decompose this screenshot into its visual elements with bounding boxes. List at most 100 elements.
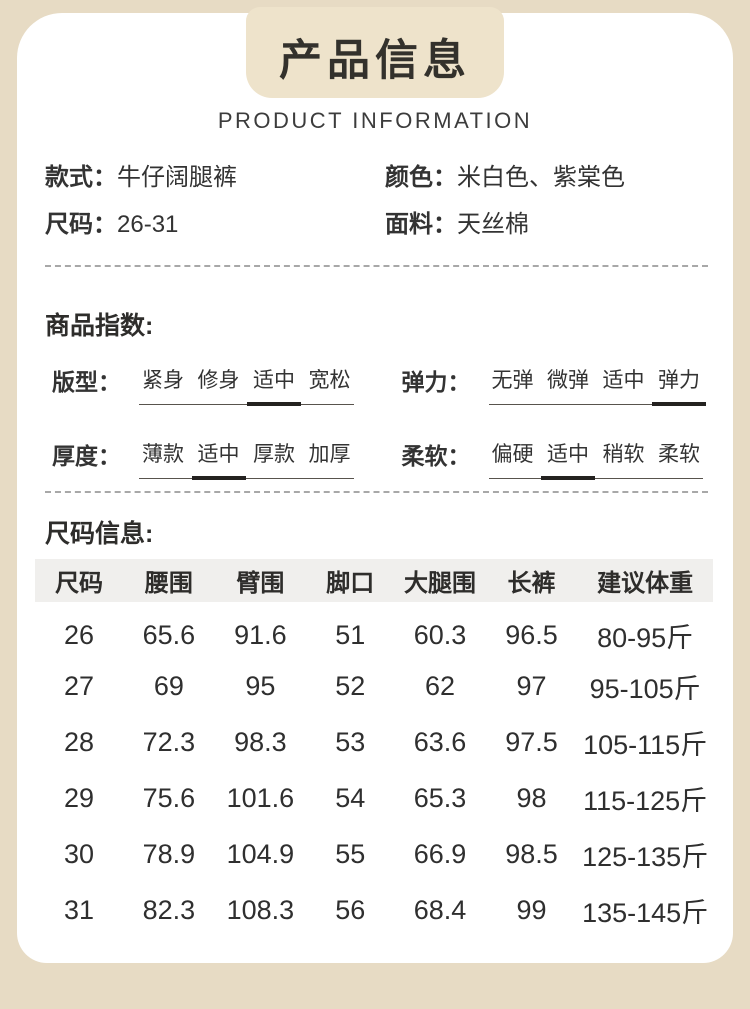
index-group-label: 厚度： (52, 443, 121, 469)
cell: 135-145斤 (582, 897, 709, 928)
index-option: 无弹 (491, 369, 534, 392)
cell: 95 (245, 670, 276, 701)
index-option: 薄款 (142, 443, 184, 466)
detail-style-value: 牛仔阔腿裤 (117, 164, 237, 191)
cell: 27 (64, 670, 95, 701)
cell: 125-135斤 (582, 841, 709, 872)
cell: 82.3 (142, 894, 196, 925)
table-row: 26 65.6 91.6 51 60.3 96.5 80-95斤 (35, 602, 713, 658)
index-group-elasticity: 弹力： 无弹 微弹 适中 弹力 (401, 363, 706, 406)
cell: 95-105斤 (589, 673, 701, 704)
cell: 66.9 (413, 838, 467, 869)
index-section-heading: 商品指数: (45, 312, 154, 340)
cell: 97 (516, 670, 547, 701)
cell: 65.6 (142, 619, 196, 650)
cell: 54 (335, 782, 366, 813)
cell: 60.3 (413, 619, 467, 650)
detail-fabric-label: 面料： (385, 211, 457, 238)
index-group-thickness: 厚度： 薄款 适中 厚款 加厚 (52, 437, 354, 480)
cell: 108.3 (226, 894, 295, 925)
detail-color-label: 颜色： (385, 164, 457, 191)
index-option: 适中 (541, 438, 595, 480)
index-option: 紧身 (142, 369, 184, 392)
cell: 68.4 (413, 894, 467, 925)
dashed-divider (45, 265, 708, 267)
product-details: 款式：牛仔阔腿裤 颜色：米白色、紫棠色 尺码：26-31 面料：天丝棉 (45, 163, 715, 240)
cell: 26 (64, 619, 95, 650)
cell: 28 (64, 726, 95, 757)
cell: 98 (516, 782, 547, 813)
detail-size-label: 尺码： (45, 211, 117, 238)
cell: 69 (153, 670, 184, 701)
col-header: 尺码 (55, 570, 104, 597)
index-option: 适中 (247, 364, 301, 406)
title-banner: 产品信息 (246, 7, 504, 98)
cell: 91.6 (234, 619, 287, 650)
cell: 62 (425, 670, 456, 701)
cell: 104.9 (226, 838, 295, 869)
dashed-divider (45, 491, 708, 493)
cell: 51 (335, 619, 366, 650)
detail-style-label: 款式： (45, 164, 117, 191)
index-options-scale: 薄款 适中 厚款 加厚 (139, 437, 354, 480)
cell: 96.5 (505, 619, 558, 650)
index-option: 弹力 (652, 364, 706, 406)
cell: 63.6 (413, 726, 467, 757)
page-subtitle: PRODUCT INFORMATION (217, 108, 533, 133)
detail-size-value: 26-31 (117, 211, 179, 238)
detail-color: 颜色：米白色、紫棠色 (385, 163, 715, 193)
index-group-softness: 柔软： 偏硬 适中 稍软 柔软 (401, 437, 703, 480)
table-row: 28 72.3 98.3 53 63.6 97.5 105-115斤 (35, 714, 713, 770)
size-chart-table: 尺码 腰围 臂围 脚口 大腿围 长裤 建议体重 26 65.6 91.6 51 … (35, 559, 713, 938)
cell: 80-95斤 (597, 622, 694, 653)
table-header-row: 尺码 腰围 臂围 脚口 大腿围 长裤 建议体重 (35, 559, 713, 602)
detail-style: 款式：牛仔阔腿裤 (45, 163, 385, 193)
index-options-scale: 紧身 修身 适中 宽松 (139, 363, 354, 406)
cell: 99 (516, 894, 547, 925)
index-group-fit: 版型： 紧身 修身 适中 宽松 (52, 363, 354, 406)
index-option: 修身 (197, 369, 240, 392)
cell: 52 (335, 670, 366, 701)
cell: 97.5 (505, 726, 558, 757)
index-group-label: 版型： (52, 369, 121, 395)
page-title: 产品信息 (279, 36, 471, 85)
col-header: 建议体重 (597, 570, 694, 597)
detail-color-value: 米白色、紫棠色 (457, 164, 625, 191)
cell: 53 (335, 726, 366, 757)
index-options-scale: 无弹 微弹 适中 弹力 (488, 363, 706, 406)
cell: 56 (335, 894, 366, 925)
index-group-label: 柔软： (401, 443, 471, 469)
content-card: 产品信息 PRODUCT INFORMATION 款式：牛仔阔腿裤 颜色：米白色… (17, 7, 733, 963)
detail-fabric: 面料：天丝棉 (385, 210, 715, 240)
cell: 31 (64, 894, 95, 925)
index-option: 微弹 (547, 369, 589, 392)
cell: 75.6 (142, 782, 196, 813)
cell: 98.3 (234, 726, 287, 757)
cell: 115-125斤 (583, 785, 708, 816)
col-header: 大腿围 (404, 570, 477, 597)
index-option: 加厚 (308, 443, 351, 466)
index-group-label: 弹力： (401, 369, 471, 395)
cell: 65.3 (413, 782, 467, 813)
index-options-scale: 偏硬 适中 稍软 柔软 (488, 437, 703, 480)
size-section-heading: 尺码信息: (45, 520, 154, 548)
col-header: 腰围 (144, 570, 193, 597)
cell: 55 (335, 838, 366, 869)
cell: 98.5 (505, 838, 558, 869)
detail-size: 尺码：26-31 (45, 210, 385, 240)
cell: 30 (64, 838, 95, 869)
index-option: 宽松 (308, 369, 351, 392)
table-row: 31 82.3 108.3 56 68.4 99 135-145斤 (35, 882, 713, 938)
cell: 78.9 (142, 838, 196, 869)
col-header: 脚口 (326, 570, 375, 597)
index-option: 柔软 (658, 443, 700, 466)
col-header: 长裤 (507, 570, 556, 597)
index-option: 适中 (602, 369, 645, 392)
table-row: 29 75.6 101.6 54 65.3 98 115-125斤 (35, 770, 713, 826)
cell: 72.3 (142, 726, 196, 757)
table-row: 30 78.9 104.9 55 66.9 98.5 125-135斤 (35, 826, 713, 882)
cell: 101.6 (226, 782, 295, 813)
table-row: 27 69 95 52 62 97 95-105斤 (35, 658, 713, 714)
col-header: 臂围 (236, 570, 285, 597)
